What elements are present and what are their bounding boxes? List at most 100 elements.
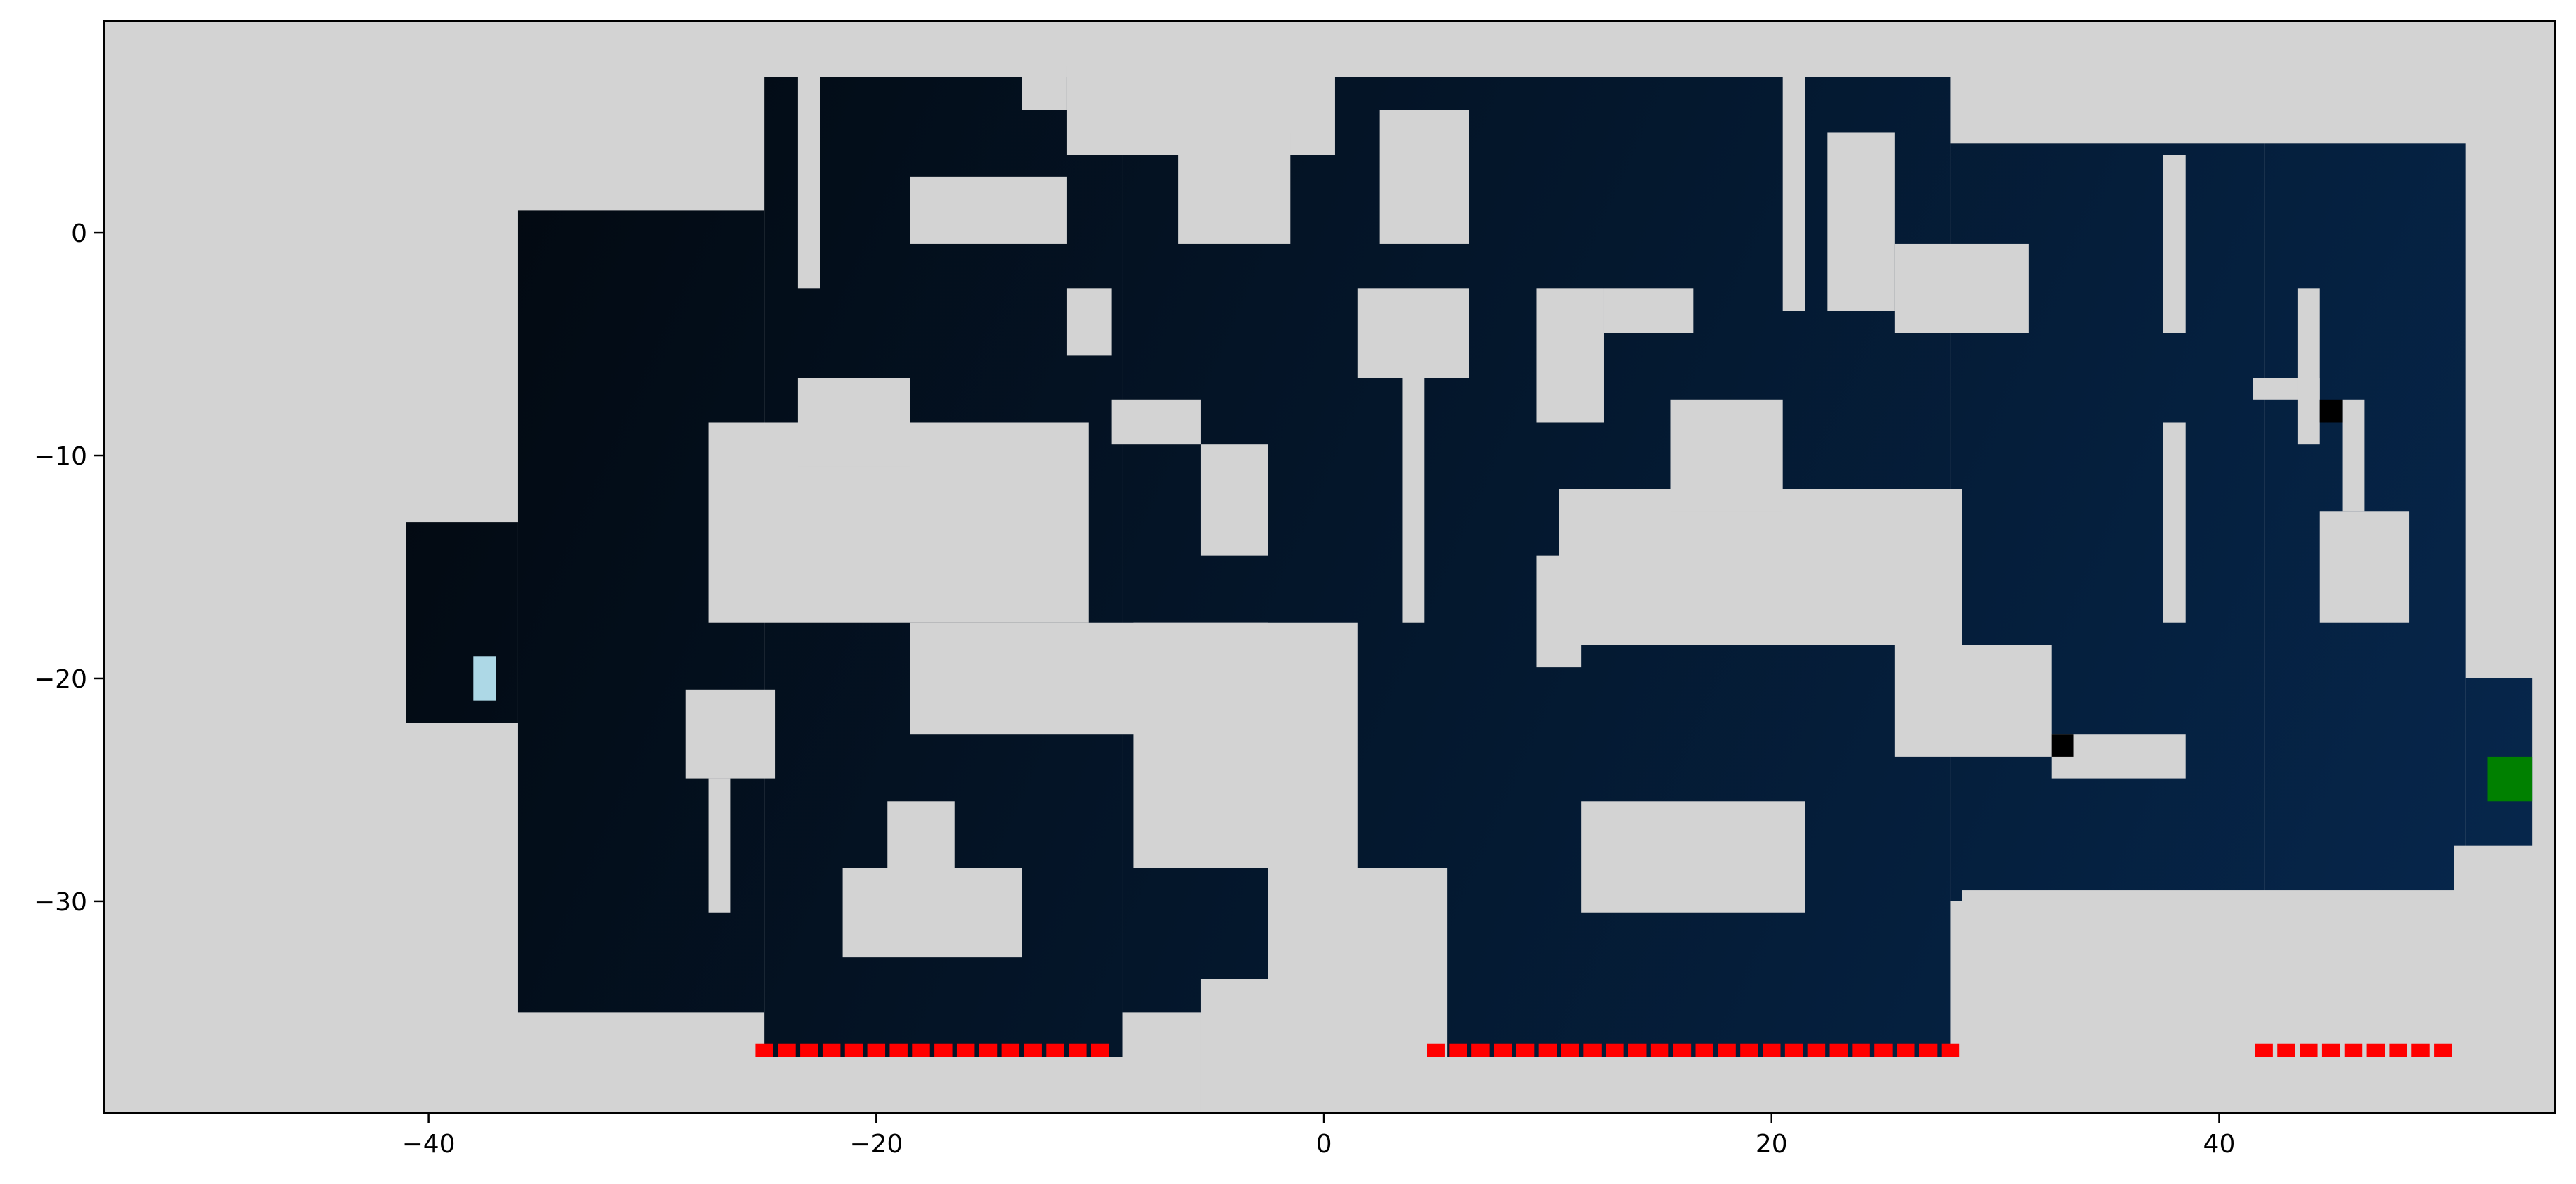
frontier-cell bbox=[979, 1043, 998, 1057]
x-tick-label: 0 bbox=[1316, 1130, 1332, 1159]
occupied-cell-block bbox=[797, 378, 910, 467]
frontier-cell bbox=[2389, 1043, 2407, 1057]
frontier-cell bbox=[1561, 1043, 1579, 1057]
frontier-cell bbox=[889, 1043, 908, 1057]
free-space-region bbox=[406, 522, 518, 723]
frontier-cell bbox=[2344, 1043, 2363, 1057]
y-tick-label: 0 bbox=[71, 219, 87, 248]
frontier-cell bbox=[1763, 1043, 1781, 1057]
frontier-cell bbox=[1449, 1043, 1467, 1057]
frontier-cell bbox=[867, 1043, 886, 1057]
x-tick-label: 20 bbox=[1756, 1130, 1788, 1159]
occupied-cell-block bbox=[708, 778, 731, 913]
frontier-cell bbox=[1606, 1043, 1624, 1057]
occupied-cell-block bbox=[1402, 378, 1425, 623]
occupied-cell-block bbox=[1111, 399, 1201, 445]
occupied-cell-block bbox=[797, 65, 820, 289]
occupied-cell-block bbox=[1178, 132, 1291, 244]
occupied-cell-block bbox=[1782, 65, 1805, 311]
occupied-space-layer bbox=[685, 65, 2555, 1113]
occupied-cell-block bbox=[1536, 288, 1604, 423]
occupied-cell-block bbox=[2297, 288, 2320, 445]
frontier-cell bbox=[1493, 1043, 1512, 1057]
x-tick-label: −40 bbox=[402, 1130, 456, 1159]
occupied-cell-block bbox=[2163, 422, 2186, 623]
occupied-cell-block bbox=[2342, 399, 2365, 512]
frontier-cell bbox=[2434, 1043, 2452, 1057]
plot-area bbox=[104, 21, 2555, 1113]
occupied-cell-block bbox=[1559, 489, 1962, 645]
frontier-cell bbox=[2321, 1043, 2340, 1057]
frontier-cell bbox=[755, 1043, 773, 1057]
frontier-cell bbox=[1024, 1043, 1042, 1057]
frontier-cell bbox=[1941, 1043, 1960, 1057]
occupied-cell-block bbox=[1357, 288, 1469, 378]
occupied-cell-block bbox=[1379, 110, 1469, 244]
frontier-cell bbox=[1583, 1043, 1602, 1057]
obstacle-marker bbox=[2319, 399, 2343, 423]
frontier-cell bbox=[1471, 1043, 1490, 1057]
occupied-cell-block bbox=[2319, 511, 2410, 623]
frontier-cell bbox=[956, 1043, 975, 1057]
occupied-cell-block bbox=[910, 176, 1067, 244]
occupied-cell-block bbox=[2163, 155, 2186, 333]
frontier-cell bbox=[1695, 1043, 1713, 1057]
marker-layer bbox=[473, 399, 2533, 1057]
robot-start-marker bbox=[473, 656, 496, 701]
frontier-cell bbox=[1829, 1043, 1848, 1057]
frontier-cell bbox=[1718, 1043, 1736, 1057]
frontier-cell bbox=[912, 1043, 930, 1057]
occupied-cell-block bbox=[1066, 288, 1112, 356]
frontier-cell bbox=[1807, 1043, 1826, 1057]
occupied-cell-block bbox=[1581, 801, 1805, 913]
goal-marker bbox=[2487, 756, 2533, 802]
occupied-cell-block bbox=[1200, 979, 1448, 1113]
x-tick-label: −20 bbox=[849, 1130, 903, 1159]
frontier-cell bbox=[1046, 1043, 1064, 1057]
obstacle-marker bbox=[2051, 734, 2074, 757]
frontier-cell bbox=[1516, 1043, 1535, 1057]
frontier-cell bbox=[2300, 1043, 2318, 1057]
occupied-cell-block bbox=[1827, 132, 1895, 311]
y-tick-label: −20 bbox=[34, 665, 87, 694]
axes-frame bbox=[103, 20, 2556, 1114]
occupied-cell-block bbox=[842, 868, 1022, 958]
occupied-cell-block bbox=[1603, 288, 1694, 333]
frontier-cell bbox=[1919, 1043, 1938, 1057]
occupied-cell-block bbox=[1536, 555, 1582, 668]
occupied-cell-block bbox=[1133, 622, 1358, 868]
frontier-cell bbox=[1650, 1043, 1669, 1057]
occupied-cell-block bbox=[2454, 845, 2555, 1113]
frontier-cell bbox=[1852, 1043, 1870, 1057]
frontier-cell bbox=[1090, 1043, 1109, 1057]
frontier-cell bbox=[1673, 1043, 1692, 1057]
occupied-cell-block bbox=[685, 689, 776, 779]
frontier-cell bbox=[1897, 1043, 1915, 1057]
frontier-cell bbox=[2277, 1043, 2295, 1057]
y-tick-label: −30 bbox=[34, 888, 87, 917]
occupied-cell-block bbox=[1268, 868, 1448, 979]
frontier-cell bbox=[1784, 1043, 1803, 1057]
frontier-cell bbox=[2411, 1043, 2430, 1057]
frontier-cell bbox=[800, 1043, 818, 1057]
frontier-cell bbox=[1740, 1043, 1758, 1057]
frontier-cell bbox=[1427, 1043, 1445, 1057]
occupied-cell-block bbox=[1962, 890, 2454, 1069]
frontier-cell bbox=[844, 1043, 863, 1057]
y-tick-label: −10 bbox=[34, 442, 87, 471]
occupied-cell-block bbox=[1022, 65, 1067, 110]
frontier-cell bbox=[822, 1043, 841, 1057]
y-axis: 0 −10 −20 −30 bbox=[34, 219, 104, 917]
frontier-cell bbox=[2255, 1043, 2273, 1057]
frontier-cell bbox=[934, 1043, 953, 1057]
x-tick-label: 40 bbox=[2203, 1130, 2236, 1159]
frontier-cell bbox=[1874, 1043, 1893, 1057]
occupied-cell-block bbox=[887, 801, 955, 868]
x-axis: −40 −20 0 20 40 bbox=[402, 1113, 2236, 1159]
frontier-cell bbox=[1001, 1043, 1020, 1057]
frontier-cell bbox=[778, 1043, 796, 1057]
frontier-cell bbox=[1628, 1043, 1647, 1057]
occupied-cell-block bbox=[1200, 444, 1268, 556]
frontier-cell bbox=[2366, 1043, 2385, 1057]
